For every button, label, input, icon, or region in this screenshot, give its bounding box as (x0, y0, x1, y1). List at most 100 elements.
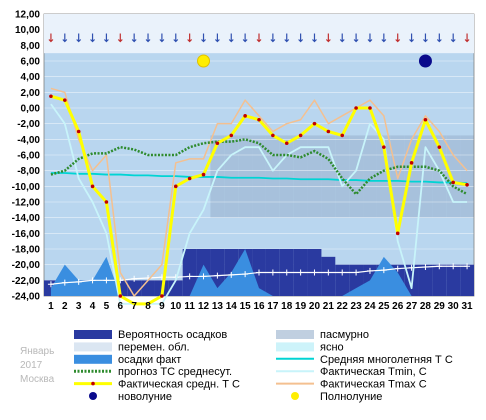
y-tick-label: -14,00 (12, 213, 41, 224)
legend-label: Средняя многолетняя Т С (320, 354, 453, 366)
x-tick-label: 21 (323, 301, 335, 312)
precip-actual-area (50, 249, 468, 296)
snow-marker (464, 263, 471, 270)
wind-arrow-icon (159, 33, 165, 43)
series-mean-climate (50, 172, 468, 185)
side-label: 2017 (20, 360, 43, 371)
actual-mean-point (395, 231, 400, 236)
legend-item: Фактическая Tmax С (276, 379, 427, 391)
y-tick-label: 4,00 (21, 72, 41, 83)
legend-label: новолуние (118, 391, 172, 403)
overcast-band (265, 135, 280, 218)
legend-swatch (74, 330, 112, 339)
actual-mean-point (271, 133, 275, 138)
x-tick-label: 16 (253, 301, 265, 312)
snow-marker (214, 272, 221, 279)
overcast-band (224, 135, 239, 218)
wind-arrow-icon (395, 33, 401, 43)
x-tick-label: 31 (462, 301, 474, 312)
precip-probability-bar (182, 249, 197, 296)
x-tick-label: 11 (184, 301, 195, 312)
legend-item: Фактическая Tmin, С (276, 366, 427, 378)
wind-arrow-icon (145, 33, 151, 43)
wind-arrow-icon (214, 33, 220, 43)
x-tick-label: 30 (448, 301, 460, 312)
legend-label: осадки факт (118, 354, 181, 366)
wind-arrow-icon (228, 33, 234, 43)
wind-arrow-icon (187, 33, 193, 43)
wind-arrow-icon (270, 33, 276, 43)
y-tick-label: -16,00 (12, 229, 41, 240)
x-tick-label: 23 (351, 301, 363, 312)
legend-swatch (89, 392, 97, 400)
legend-label: Полнолуние (320, 391, 382, 403)
actual-mean-point (49, 94, 53, 99)
y-tick-label: -10,00 (12, 182, 41, 193)
x-tick-label: 18 (281, 301, 293, 312)
actual-mean-point (354, 106, 358, 110)
legend-label: Вероятность осадков (118, 329, 227, 341)
legend-label: Фактическая Tmax С (320, 379, 427, 391)
x-tick-label: 14 (226, 301, 238, 312)
x-tick-label: 7 (131, 301, 137, 312)
precip-probability-bar (335, 264, 350, 296)
legend-item: прогноз ТС среднесут. (74, 366, 232, 378)
snow-marker (394, 265, 401, 272)
wind-arrow-icon (90, 33, 95, 43)
precip-probability-bar (141, 280, 155, 296)
legend-item: Вероятность осадков (74, 329, 227, 341)
legend-item: Средняя многолетняя Т С (276, 354, 453, 366)
legend-label: пасмурно (320, 329, 369, 341)
x-tick-label: 1 (48, 301, 54, 312)
y-tick-label: -22,00 (12, 276, 41, 287)
wind-arrow-icon (48, 33, 54, 43)
legend-item: новолуние (89, 391, 172, 403)
x-tick-label: 17 (267, 301, 279, 312)
x-tick-label: 8 (145, 301, 151, 312)
legend-swatch (291, 392, 299, 400)
side-label: Январь (20, 346, 54, 357)
snow-marker (283, 269, 290, 276)
wind-arrow-icon (464, 33, 470, 43)
snow-marker (311, 269, 318, 276)
series-forecast (50, 138, 468, 197)
wind-arrow-icon (201, 33, 206, 43)
actual-mean-point (76, 129, 81, 134)
x-tick-label: 20 (309, 301, 321, 312)
x-tick-label: 5 (104, 301, 110, 312)
wind-arrow-icon (131, 33, 137, 43)
wind-arrow-icon (312, 33, 317, 43)
wind-arrow-icon (450, 33, 456, 43)
legend-swatch (276, 342, 314, 352)
full-moon-marker (197, 54, 211, 68)
snow-marker (242, 271, 249, 278)
precip-probability-bar (321, 256, 336, 296)
y-tick-label: 6,00 (21, 57, 41, 68)
wind-arrow-icon (381, 33, 387, 43)
x-tick-label: 24 (364, 301, 376, 312)
overcast-band (460, 135, 474, 218)
legend-item: пасмурно (276, 329, 369, 341)
actual-mean-point (312, 121, 317, 126)
y-tick-label: -18,00 (12, 245, 41, 256)
snow-marker (325, 269, 332, 276)
actual-mean-point (284, 141, 289, 146)
wind-arrow-icon (256, 33, 262, 43)
snow-marker (339, 269, 346, 276)
snow-marker (47, 281, 54, 288)
y-tick-label: -20,00 (12, 260, 41, 271)
actual-mean-point (298, 133, 303, 138)
wind-arrow-icon (242, 33, 248, 43)
actual-mean-point (160, 294, 164, 298)
overcast-band (363, 135, 377, 218)
actual-mean-point (409, 161, 414, 165)
actual-mean-point (215, 141, 220, 146)
actual-mean-point (173, 184, 178, 189)
actual-mean-point (368, 106, 372, 110)
legend-label: перемен. обл. (118, 341, 190, 353)
x-tick-label: 26 (392, 301, 404, 312)
snow-marker (380, 267, 387, 274)
actual-mean-point (118, 294, 123, 298)
overcast-band (238, 135, 253, 218)
legend-item: Фактическая средн. Т С (74, 379, 240, 391)
